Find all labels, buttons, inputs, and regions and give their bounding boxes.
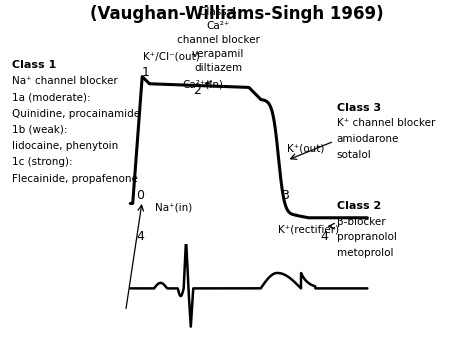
Text: propranolol: propranolol <box>337 232 396 242</box>
Text: sotalol: sotalol <box>337 150 371 159</box>
Text: β-blocker: β-blocker <box>337 217 385 227</box>
Text: 2: 2 <box>193 84 201 97</box>
Text: Quinidine, procainamide: Quinidine, procainamide <box>12 109 140 119</box>
Text: 4: 4 <box>321 230 328 243</box>
Text: K⁺(out): K⁺(out) <box>287 143 324 153</box>
Text: 1: 1 <box>142 67 150 80</box>
Text: 1a (moderate):: 1a (moderate): <box>12 92 91 102</box>
Text: channel blocker: channel blocker <box>177 35 259 45</box>
Text: (Vaughan-Williams-Singh 1969): (Vaughan-Williams-Singh 1969) <box>90 5 384 23</box>
Text: diltiazem: diltiazem <box>194 63 242 73</box>
Text: K⁺(rectifier): K⁺(rectifier) <box>279 225 339 235</box>
Text: Na⁺ channel blocker: Na⁺ channel blocker <box>12 76 118 86</box>
Text: verapamil: verapamil <box>192 49 244 59</box>
Text: K⁺/Cl⁻(out): K⁺/Cl⁻(out) <box>143 51 200 61</box>
Text: Flecainide, propafenone: Flecainide, propafenone <box>12 174 138 184</box>
Text: Na⁺(in): Na⁺(in) <box>155 202 192 212</box>
Text: Class 1: Class 1 <box>12 60 56 70</box>
Text: K⁺ channel blocker: K⁺ channel blocker <box>337 118 435 128</box>
Text: Class 2: Class 2 <box>337 201 381 211</box>
Text: 3: 3 <box>281 188 289 201</box>
Text: Ca²⁺(in): Ca²⁺(in) <box>182 80 223 90</box>
Text: amiodarone: amiodarone <box>337 134 399 144</box>
Text: Class 4: Class 4 <box>199 7 237 17</box>
Text: lidocaine, phenytoin: lidocaine, phenytoin <box>12 141 118 151</box>
Text: 4: 4 <box>136 230 144 243</box>
Text: 1b (weak):: 1b (weak): <box>12 125 67 135</box>
Text: metoprolol: metoprolol <box>337 248 393 258</box>
Text: 1c (strong):: 1c (strong): <box>12 157 73 168</box>
Text: Ca²⁺: Ca²⁺ <box>206 21 230 31</box>
Text: Class 3: Class 3 <box>337 103 381 113</box>
Text: 0: 0 <box>137 188 144 201</box>
